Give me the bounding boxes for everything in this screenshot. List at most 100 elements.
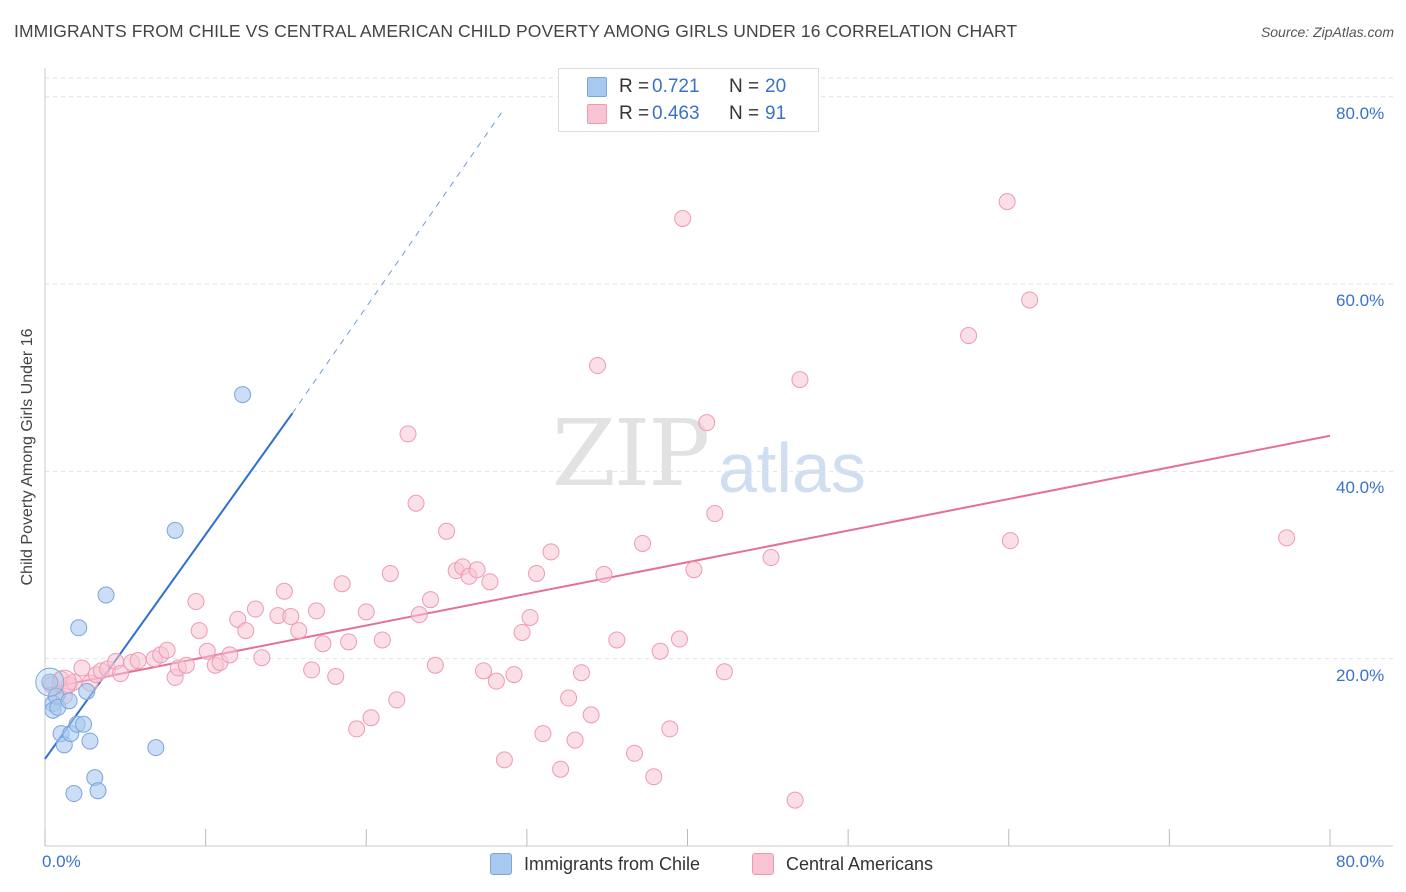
central-point: [685, 561, 703, 579]
watermark-zip: ZIP: [552, 400, 710, 507]
legend-swatch-chile: [587, 77, 607, 97]
chile-point: [97, 586, 115, 604]
central-point: [528, 564, 546, 582]
central-point: [314, 635, 332, 653]
chart-title: IMMIGRANTS FROM CHILE VS CENTRAL AMERICA…: [14, 21, 1018, 41]
central-point: [348, 720, 366, 738]
central-point: [290, 622, 308, 640]
legend-n-label: N =: [729, 103, 760, 124]
central-point: [362, 709, 380, 727]
chile-point: [35, 667, 65, 697]
central-point: [608, 631, 626, 649]
chile-trend-line: [44, 412, 294, 760]
central-point: [426, 656, 444, 674]
central-point: [253, 649, 271, 667]
legend-r-label: R =: [619, 103, 650, 124]
central-point: [715, 663, 733, 681]
chile-point: [234, 386, 252, 404]
chile-points: [35, 386, 252, 803]
central-point: [388, 691, 406, 709]
chile-point: [65, 785, 83, 803]
central-point: [960, 327, 978, 345]
central-point: [438, 522, 456, 540]
y-axis-label: Child Poverty Among Girls Under 16: [19, 328, 36, 586]
chile-point: [70, 619, 88, 637]
legend-r-label: R =: [619, 76, 650, 97]
central-point: [595, 565, 613, 583]
central-point: [706, 505, 724, 523]
central-point: [177, 656, 195, 674]
central-point: [674, 209, 692, 227]
chile-point: [78, 682, 96, 700]
central-point: [129, 652, 147, 670]
bottom-legend-swatch-central: [752, 853, 774, 875]
central-point: [791, 371, 809, 389]
chile-point: [147, 739, 165, 757]
legend-r-value: 0.463: [652, 103, 700, 124]
central-point: [190, 622, 208, 640]
x-tick-label-min: 0.0%: [42, 852, 81, 871]
central-point: [198, 642, 216, 660]
bottom-legend-chile: Immigrants from Chile: [490, 852, 700, 876]
central-point: [111, 665, 129, 683]
central-point: [505, 666, 523, 684]
central-point: [645, 768, 663, 786]
bottom-legend-swatch-chile: [490, 853, 512, 875]
chile-point: [41, 673, 59, 691]
central-point: [237, 622, 255, 640]
central-point: [357, 603, 375, 621]
y-tick-label: 40.0%: [1336, 478, 1385, 498]
central-point: [534, 725, 552, 743]
trend-lines: [44, 110, 1331, 760]
central-point: [158, 641, 176, 659]
central-point: [481, 573, 499, 591]
legend-n-value: 20: [765, 76, 787, 97]
bottom-legend-label-central: Central Americans: [786, 853, 934, 874]
chile-point: [81, 732, 99, 750]
central-point: [410, 606, 428, 624]
central-point: [762, 549, 780, 567]
central-point: [73, 659, 91, 677]
central-point: [634, 534, 652, 552]
central-point: [572, 664, 590, 682]
chile-point: [166, 521, 184, 539]
y-tick-label: 20.0%: [1336, 665, 1385, 685]
watermark-atlas: atlas: [718, 429, 866, 507]
central-point: [1278, 529, 1296, 547]
central-point: [513, 623, 531, 641]
x-tick-label-max: 80.0%: [1336, 852, 1385, 871]
central-point: [282, 608, 300, 626]
central-point: [275, 582, 293, 600]
legend-row-central: R = 0.463 N = 91: [559, 101, 818, 127]
chile-point: [60, 692, 78, 710]
central-point: [303, 661, 321, 679]
central-point: [187, 593, 205, 611]
central-point: [589, 357, 607, 375]
central-point: [998, 193, 1016, 211]
central-point: [566, 731, 584, 749]
central-point: [307, 602, 325, 620]
central-americans-points: [42, 193, 1296, 809]
central-point: [333, 575, 351, 593]
chile-point: [75, 715, 93, 733]
central-point: [1021, 291, 1039, 309]
central-point: [246, 600, 264, 618]
legend-swatch-central: [587, 104, 607, 124]
central-point: [670, 630, 688, 648]
central-point: [422, 591, 439, 609]
central-point: [327, 667, 345, 685]
y-tick-label: 80.0%: [1336, 103, 1385, 123]
central-point: [468, 561, 486, 579]
central-point: [340, 633, 358, 651]
central-point: [651, 642, 669, 660]
central-point: [487, 672, 505, 690]
central-point: [381, 564, 399, 582]
central-point: [698, 414, 716, 432]
chile-trend-extension: [291, 110, 504, 414]
central-point: [786, 791, 804, 809]
legend-row-chile: R = 0.721 N = 20: [559, 74, 818, 100]
bottom-legend-central: Central Americans: [752, 852, 933, 876]
central-point: [475, 662, 493, 680]
central-point: [495, 751, 513, 769]
